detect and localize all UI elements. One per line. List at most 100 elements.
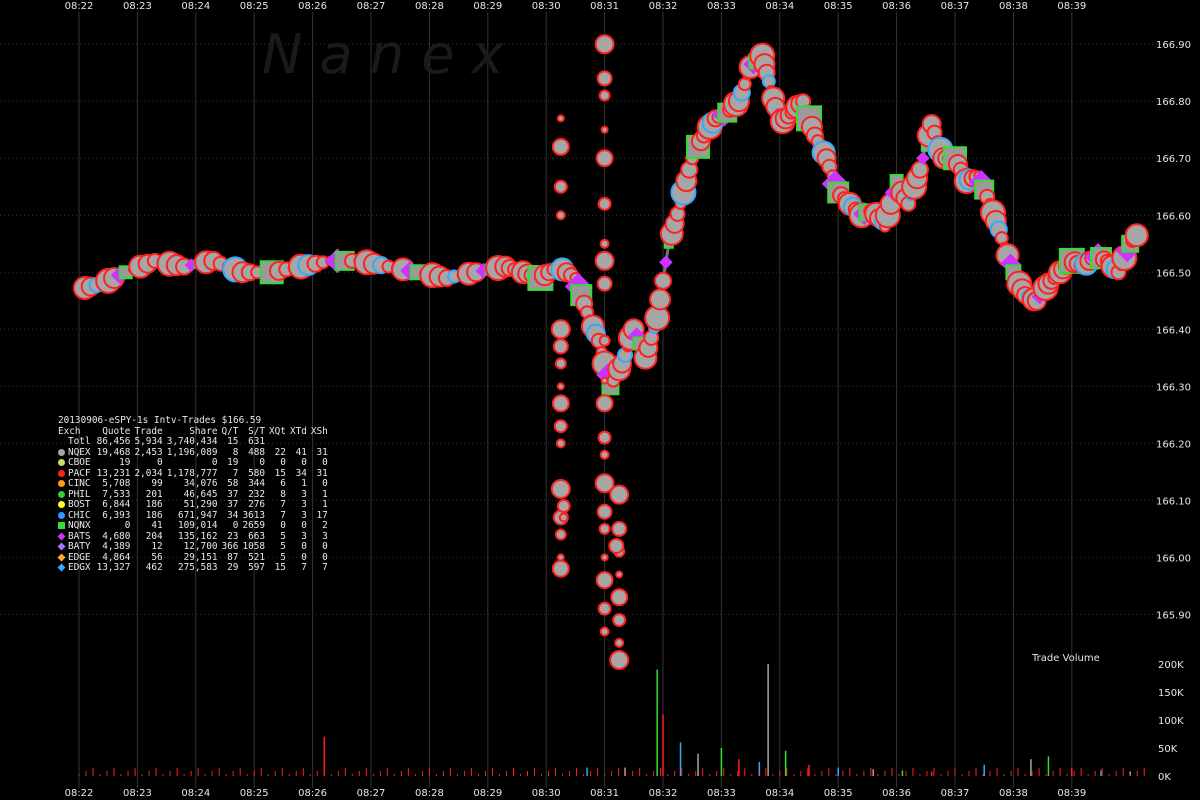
- x-tick-label: 08:35: [824, 788, 853, 799]
- x-tick-label: 08:37: [941, 1, 970, 12]
- outlier-trade-marker: [600, 125, 609, 134]
- legend-cell: 34: [227, 509, 239, 521]
- legend-cell: 204: [145, 530, 163, 542]
- legend-row: EDGE 4,864 56 29,151 87 521 5 0 0: [57, 551, 332, 564]
- diamond-marker-icon: [57, 553, 66, 561]
- legend-cell: 1: [322, 488, 328, 500]
- legend-cell: 15: [274, 467, 286, 479]
- legend-exchange: CINC: [58, 478, 97, 490]
- legend-exchange: BOST: [58, 499, 97, 511]
- legend-cell: 4,389: [102, 541, 131, 552]
- legend-exchange-name: NQNX: [68, 520, 91, 531]
- legend-cell: 15: [274, 562, 286, 573]
- legend-cell: 51,290: [183, 499, 218, 510]
- outlier-trade-marker: [556, 499, 571, 514]
- legend-cell: 7: [301, 562, 307, 573]
- trade-marker: [910, 160, 929, 179]
- trade-marker: [659, 255, 673, 270]
- legend-exchange: EDGE: [57, 551, 97, 564]
- volume-title: Trade Volume: [1031, 653, 1100, 664]
- legend-column-header: Exch: [58, 425, 81, 437]
- legend-column-header: Share: [189, 425, 218, 437]
- volume-tick-label: 0K: [1158, 772, 1171, 783]
- outlier-trade-marker: [556, 553, 565, 562]
- outlier-trade-marker: [558, 512, 569, 523]
- x-tick-label: 08:22: [65, 1, 94, 12]
- legend-row: NQNX 0 41 109,014 0 2659 0 0 2: [58, 520, 332, 532]
- legend-exchange-name: NQEX: [68, 446, 91, 458]
- legend-cell: 31: [316, 467, 328, 479]
- legend-row: NQEX 19,468 2,453 1,196,089 8 488 22 41 31: [58, 446, 332, 459]
- x-tick-label: 08:30: [532, 788, 561, 799]
- legend-cell: 0: [124, 520, 131, 531]
- outlier-trade-marker: [615, 570, 624, 579]
- legend-exchange: PHIL: [58, 489, 97, 501]
- legend-cell: 5,934: [134, 436, 163, 447]
- outlier-trade-marker: [598, 522, 611, 535]
- legend-cell: 201: [145, 488, 163, 500]
- x-tick-label: 08:23: [123, 1, 152, 12]
- legend-column-header: XTd: [289, 425, 307, 437]
- outlier-trade-marker: [595, 149, 614, 168]
- legend-exchange: Totl: [58, 436, 97, 448]
- legend-title: 20130906-eSPY-1s Intv-Trades $166.59: [58, 415, 262, 426]
- legend-cell: 37: [227, 488, 239, 500]
- outlier-trade-marker: [600, 376, 609, 385]
- legend-cell: 1,196,089: [166, 446, 218, 458]
- legend-cell: 1058: [242, 541, 266, 552]
- x-tick-label: 08:32: [649, 1, 678, 12]
- legend-cell: 15: [227, 436, 239, 447]
- legend-exchange-name: BOST: [68, 499, 91, 510]
- outlier-trade-marker: [594, 34, 615, 55]
- legend-cell: 0: [322, 457, 328, 468]
- outlier-trade-marker: [552, 338, 569, 355]
- legend-body: Totl 86,456 5,934 3,740,434 15 631 NQEX 19,468 2…: [57, 436, 332, 574]
- outlier-trade-marker: [599, 449, 610, 460]
- legend-cell: 86,456: [96, 436, 131, 447]
- diamond-marker-icon: [57, 532, 66, 540]
- y-tick-label: 166.60: [1156, 211, 1191, 222]
- legend-cell: 19,468: [96, 446, 131, 458]
- x-tick-label: 08:34: [765, 1, 794, 12]
- x-axis-bottom: 08:22 08:23 08:24 08:25 08:26 08:27 08:28 08:29…: [65, 788, 1087, 799]
- legend-cell: 488: [248, 446, 266, 458]
- legend-cell: 7: [322, 562, 328, 573]
- outlier-trade-marker: [554, 528, 567, 541]
- outlier-trade-marker: [608, 537, 625, 554]
- legend-cell: 5: [280, 530, 286, 542]
- legend-cell: 87: [227, 551, 239, 563]
- legend-cell: 597: [248, 562, 266, 573]
- legend-cell: 135,162: [177, 530, 218, 542]
- legend-cell: 1,178,777: [166, 467, 218, 479]
- legend-exchange-name: EDGE: [68, 551, 91, 563]
- y-tick-label: 166.70: [1156, 154, 1191, 165]
- outlier-trade-marker: [550, 478, 571, 499]
- legend-cell: 0: [301, 541, 307, 552]
- legend-column-header: XSh: [310, 425, 328, 437]
- legend-cell: 671,947: [177, 509, 218, 521]
- diamond-marker-icon: [57, 563, 66, 572]
- legend-cell: 19: [119, 457, 131, 468]
- legend-cell: 7: [280, 509, 286, 521]
- legend-exchange-name: CHIC: [68, 509, 91, 521]
- legend-cell: 0: [322, 478, 328, 489]
- x-tick-label: 08:35: [824, 1, 853, 12]
- legend-row: Totl 86,456 5,934 3,740,434 15 631: [58, 436, 332, 448]
- legend-cell: 1: [322, 499, 328, 510]
- outlier-trade-marker: [556, 114, 565, 123]
- circle-marker-icon: [58, 469, 65, 477]
- x-tick-label: 08:39: [1057, 788, 1086, 799]
- x-tick-label: 08:27: [357, 788, 386, 799]
- legend-cell: 462: [145, 562, 163, 573]
- legend-exchange: NQEX: [58, 446, 97, 459]
- legend-cell: 3: [322, 530, 328, 542]
- legend-row: BATY 4,389 12 12,700 366 1058 5 0 0: [57, 541, 332, 553]
- legend-exchange-name: Totl: [68, 436, 91, 447]
- y-tick-label: 166.80: [1156, 97, 1191, 108]
- legend-cell: 6,393: [102, 509, 131, 521]
- outlier-trade-marker: [556, 382, 565, 391]
- outlier-trade-marker: [598, 89, 611, 102]
- x-tick-label: 08:39: [1057, 1, 1086, 12]
- legend-cell: 41: [295, 446, 307, 458]
- legend-column-header: Trade: [134, 425, 163, 437]
